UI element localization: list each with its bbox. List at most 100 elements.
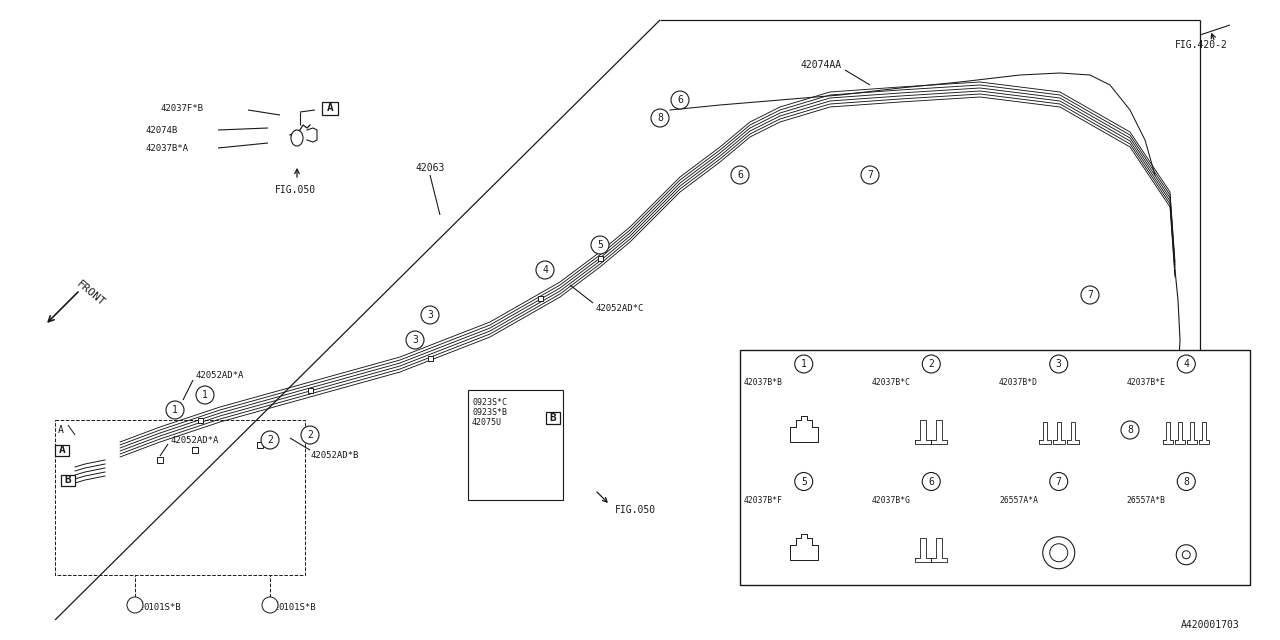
Text: 6: 6: [737, 170, 742, 180]
Bar: [323, 102, 338, 115]
Polygon shape: [1052, 422, 1065, 444]
Circle shape: [131, 600, 140, 610]
Circle shape: [421, 306, 439, 324]
Circle shape: [861, 166, 879, 184]
Circle shape: [1043, 537, 1075, 569]
Circle shape: [1082, 286, 1100, 304]
Circle shape: [262, 597, 278, 613]
Text: 42037B*A: 42037B*A: [145, 143, 188, 152]
Text: 3: 3: [428, 310, 433, 320]
Text: 8: 8: [657, 113, 663, 123]
Text: 1: 1: [801, 359, 806, 369]
Polygon shape: [915, 420, 932, 444]
Polygon shape: [932, 538, 947, 562]
Polygon shape: [1199, 422, 1210, 444]
Bar: [740, 350, 1251, 585]
Text: 26557A*B: 26557A*B: [1126, 495, 1166, 504]
Text: 4: 4: [541, 265, 548, 275]
Bar: [598, 255, 603, 260]
Circle shape: [1183, 551, 1190, 559]
Bar: [157, 457, 163, 463]
Circle shape: [923, 355, 941, 373]
Text: 6: 6: [677, 95, 684, 105]
Text: 0923S*B: 0923S*B: [472, 408, 507, 417]
Polygon shape: [1039, 422, 1051, 444]
Text: 42037B*F: 42037B*F: [744, 495, 783, 504]
Text: 42037B*B: 42037B*B: [744, 378, 783, 387]
Text: 42052AD*B: 42052AD*B: [310, 451, 358, 460]
Circle shape: [795, 355, 813, 373]
Text: 42074B: 42074B: [145, 125, 177, 134]
Text: A: A: [58, 425, 64, 435]
Circle shape: [1121, 421, 1139, 439]
Text: 42074AA: 42074AA: [800, 60, 841, 70]
Polygon shape: [1066, 422, 1079, 444]
Circle shape: [166, 401, 184, 419]
Bar: [257, 442, 262, 448]
Polygon shape: [790, 416, 818, 442]
Polygon shape: [932, 420, 947, 444]
Circle shape: [671, 91, 689, 109]
Circle shape: [652, 109, 669, 127]
Ellipse shape: [291, 130, 303, 146]
Bar: [192, 447, 198, 453]
Text: 42052AD*A: 42052AD*A: [195, 371, 243, 380]
Text: 2: 2: [268, 435, 273, 445]
Text: 7: 7: [1087, 290, 1093, 300]
Text: A420001703: A420001703: [1181, 620, 1240, 630]
Bar: [55, 445, 69, 456]
Bar: [547, 412, 561, 424]
Circle shape: [731, 166, 749, 184]
Text: 1: 1: [172, 405, 178, 415]
Polygon shape: [915, 538, 932, 562]
Text: B: B: [64, 475, 72, 485]
Circle shape: [406, 331, 424, 349]
Text: 0101S*B: 0101S*B: [278, 602, 316, 611]
Text: 0923S*C: 0923S*C: [472, 397, 507, 406]
Text: 2: 2: [928, 359, 934, 369]
Text: 3: 3: [1056, 359, 1061, 369]
Text: 7: 7: [867, 170, 873, 180]
Text: FIG.050: FIG.050: [614, 505, 657, 515]
Text: A: A: [326, 103, 333, 113]
Circle shape: [923, 472, 941, 490]
Circle shape: [265, 600, 275, 610]
Text: A: A: [59, 445, 65, 455]
Circle shape: [261, 431, 279, 449]
Circle shape: [591, 236, 609, 254]
Circle shape: [536, 261, 554, 279]
Circle shape: [196, 386, 214, 404]
Text: 0101S*B: 0101S*B: [143, 602, 180, 611]
Text: 42037F*B: 42037F*B: [160, 104, 204, 113]
Text: 3: 3: [412, 335, 419, 345]
Circle shape: [1178, 355, 1196, 373]
Bar: [197, 417, 202, 422]
Circle shape: [1050, 544, 1068, 562]
Bar: [538, 296, 543, 301]
Text: 5: 5: [596, 240, 603, 250]
Text: FRONT: FRONT: [74, 279, 108, 308]
Text: 2: 2: [307, 430, 312, 440]
Polygon shape: [1188, 422, 1197, 444]
Text: 8: 8: [1128, 425, 1133, 435]
Text: 6: 6: [928, 477, 934, 486]
Text: 4: 4: [1183, 359, 1189, 369]
Text: 5: 5: [801, 477, 806, 486]
Circle shape: [795, 472, 813, 490]
Bar: [307, 387, 312, 392]
Text: 8: 8: [1183, 477, 1189, 486]
Text: 42052AD*A: 42052AD*A: [170, 435, 219, 445]
Bar: [55, 420, 305, 575]
Circle shape: [1178, 472, 1196, 490]
Text: 42052AD*C: 42052AD*C: [595, 303, 644, 312]
Text: 1: 1: [202, 390, 207, 400]
Text: 7: 7: [1056, 477, 1061, 486]
Circle shape: [1050, 472, 1068, 490]
Text: 42037B*C: 42037B*C: [872, 378, 910, 387]
Circle shape: [1050, 355, 1068, 373]
Bar: [61, 474, 76, 486]
Bar: [428, 355, 433, 360]
Text: FIG.420-2: FIG.420-2: [1175, 40, 1228, 50]
Text: B: B: [549, 413, 557, 423]
Polygon shape: [1175, 422, 1185, 444]
